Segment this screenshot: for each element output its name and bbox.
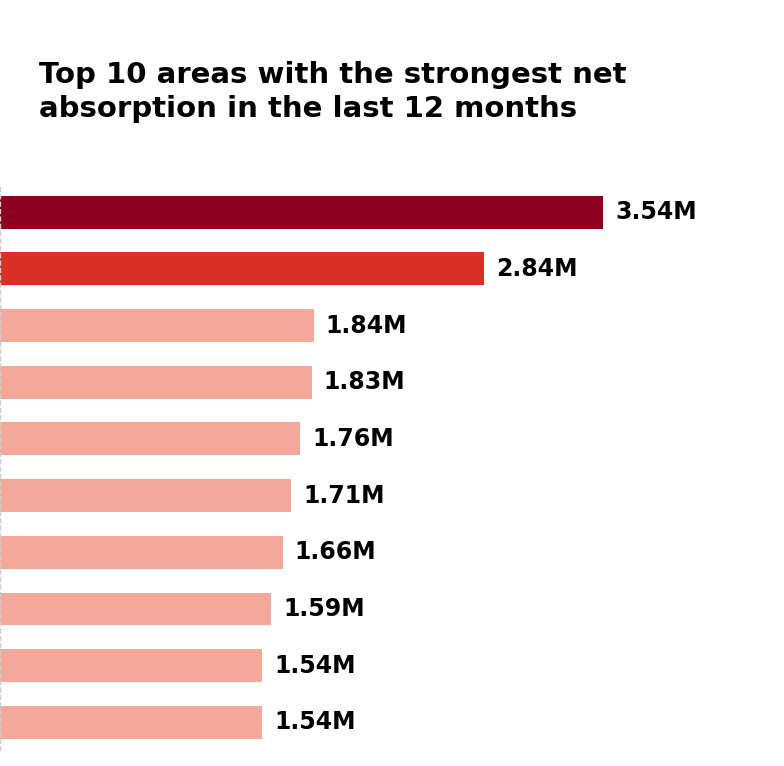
Text: 3.54M: 3.54M (615, 200, 697, 224)
Bar (0, 423, 300, 455)
Text: 1.84M: 1.84M (325, 313, 407, 338)
Bar (0, 536, 283, 568)
Text: 1.76M: 1.76M (312, 427, 394, 451)
Bar (0, 309, 314, 342)
Text: 2.84M: 2.84M (496, 257, 578, 281)
Bar (0, 196, 604, 228)
Bar (0, 593, 271, 625)
Text: Top 10 areas with the strongest net
absorption in the last 12 months: Top 10 areas with the strongest net abso… (39, 61, 626, 123)
Bar (0, 480, 292, 512)
Text: 1.71M: 1.71M (303, 483, 385, 508)
Text: 1.54M: 1.54M (274, 653, 356, 678)
Text: 1.54M: 1.54M (274, 710, 356, 735)
Text: 1.83M: 1.83M (324, 370, 405, 394)
Text: 1.66M: 1.66M (295, 540, 376, 565)
Bar (0, 706, 263, 738)
Text: 1.59M: 1.59M (283, 597, 365, 621)
Bar (0, 650, 263, 682)
Bar (0, 366, 312, 398)
Bar (0, 253, 484, 285)
